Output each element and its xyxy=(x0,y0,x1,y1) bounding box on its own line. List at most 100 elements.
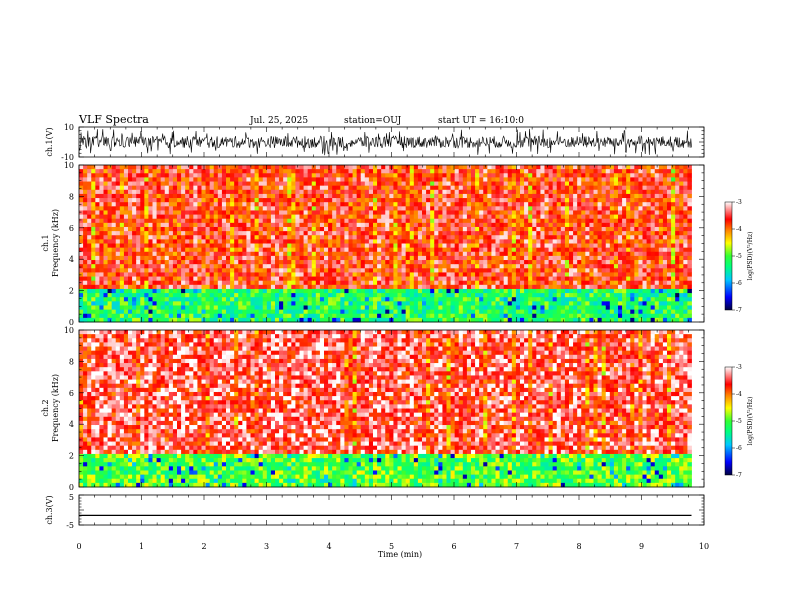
spectrogram-cell xyxy=(511,226,517,232)
spectrogram-cell xyxy=(262,247,268,253)
spectrogram-cell xyxy=(107,235,113,240)
spectrogram-cell xyxy=(450,243,456,249)
spectrogram-cell xyxy=(160,243,166,249)
spectrogram-cell xyxy=(450,297,456,302)
spectrogram-cell xyxy=(377,198,382,203)
spectrogram-cell xyxy=(99,255,104,261)
spectrogram-cell xyxy=(234,177,239,182)
spectrogram-cell xyxy=(487,247,492,253)
spectrogram-cell xyxy=(168,214,174,220)
spectrogram-cell xyxy=(352,272,358,277)
spectrogram-cell xyxy=(140,305,145,310)
spectrogram-cell xyxy=(144,169,149,174)
spectrogram-cell xyxy=(344,222,349,228)
spectrogram-cell xyxy=(148,268,153,273)
spectrogram-cell xyxy=(503,272,509,277)
spectrogram-cell xyxy=(479,276,484,282)
spectrogram-cell xyxy=(209,280,215,286)
spectrogram-cell xyxy=(348,284,353,290)
spectrogram-cell xyxy=(507,173,513,178)
spectrogram-cell xyxy=(344,309,349,315)
spectrogram-cell xyxy=(246,251,251,257)
spectrogram-cell xyxy=(197,301,202,306)
spectrogram-cell xyxy=(177,305,182,310)
spectrogram-cell xyxy=(164,189,170,195)
spectrogram-cell xyxy=(291,297,296,302)
spectrogram-cell xyxy=(446,247,451,253)
spectrogram-cell xyxy=(589,214,594,220)
spectrogram-cell xyxy=(532,169,537,174)
spectrogram-cell xyxy=(442,301,447,306)
spectrogram-cell xyxy=(95,251,100,257)
spectrogram-cell xyxy=(356,169,362,174)
spectrogram-cell xyxy=(520,251,525,257)
spectrogram-cell xyxy=(319,189,325,195)
spectrogram-cell xyxy=(136,193,141,199)
spectrogram-cell xyxy=(381,272,386,277)
spectrogram-cell xyxy=(544,276,549,282)
spectrogram-cell xyxy=(266,272,272,277)
spectrogram-cell xyxy=(111,210,117,215)
spectrogram-cell xyxy=(442,268,447,273)
spectrogram-cell xyxy=(413,243,419,249)
spectrogram-cell xyxy=(270,255,276,261)
spectrogram-cell xyxy=(95,280,100,286)
spectrogram-cell xyxy=(79,189,84,195)
spectrogram-cell xyxy=(597,301,603,306)
spectrogram-cell xyxy=(283,305,288,310)
spectrogram-cell xyxy=(185,226,190,232)
spectrogram-cell xyxy=(511,222,517,228)
spectrogram-cell xyxy=(393,169,398,174)
spectrogram-cell xyxy=(601,239,607,244)
spectrogram-cell xyxy=(515,313,521,319)
spectrogram-cell xyxy=(454,165,460,170)
spectrogram-cell xyxy=(385,181,390,187)
spectrogram-cell xyxy=(479,222,484,228)
spectrogram-cell xyxy=(597,284,603,290)
spectrogram-cell xyxy=(409,173,415,178)
spectrogram-cell xyxy=(103,169,108,174)
spectrogram-cell xyxy=(221,218,227,224)
spectrogram-cell xyxy=(344,210,349,215)
spectrogram-cell xyxy=(283,239,288,244)
spectrogram-cell xyxy=(123,280,129,286)
spectrogram-cell xyxy=(548,288,554,294)
spectrogram-cell xyxy=(368,218,374,224)
spectrogram-cell xyxy=(115,247,121,253)
spectrogram-cell xyxy=(87,193,92,199)
spectrogram-cell xyxy=(226,231,231,236)
spectrogram-cell xyxy=(111,313,117,319)
spectrogram-cell xyxy=(466,247,472,253)
spectrogram-cell xyxy=(471,206,476,211)
spectrogram-cell xyxy=(205,268,211,273)
spectrogram-cell xyxy=(242,189,247,195)
spectrogram-cell xyxy=(181,231,186,236)
spectrogram-cell xyxy=(299,165,304,170)
spectrogram-cell xyxy=(528,272,533,277)
spectrogram-cell xyxy=(332,284,337,290)
spectrogram-cell xyxy=(487,222,492,228)
spectrogram-cell xyxy=(164,297,170,302)
spectrogram-cell xyxy=(577,173,582,178)
spectrogram-cell xyxy=(324,193,329,199)
spectrogram-cell xyxy=(356,301,362,306)
spectrogram-cell xyxy=(266,218,272,224)
spectrogram-cell xyxy=(360,173,366,178)
spectrogram-cell xyxy=(136,251,141,257)
spectrogram-cell xyxy=(140,235,145,240)
spectrogram-cell xyxy=(450,222,456,228)
spectrogram-cell xyxy=(291,210,296,215)
spectrogram-cell xyxy=(181,284,186,290)
spectrogram-cell xyxy=(409,268,415,273)
spectrogram-cell xyxy=(360,189,366,195)
spectrogram-cell xyxy=(393,264,398,269)
spectrogram-cell xyxy=(577,272,582,277)
spectrogram-cell xyxy=(454,169,460,174)
spectrogram-cell xyxy=(462,260,468,265)
spectrogram-cell xyxy=(324,276,329,282)
spectrogram-cell xyxy=(307,218,313,224)
spectrogram-cell xyxy=(356,181,362,187)
spectrogram-cell xyxy=(291,214,296,220)
spectrogram-cell xyxy=(401,198,407,203)
spectrogram-cell xyxy=(487,235,492,240)
